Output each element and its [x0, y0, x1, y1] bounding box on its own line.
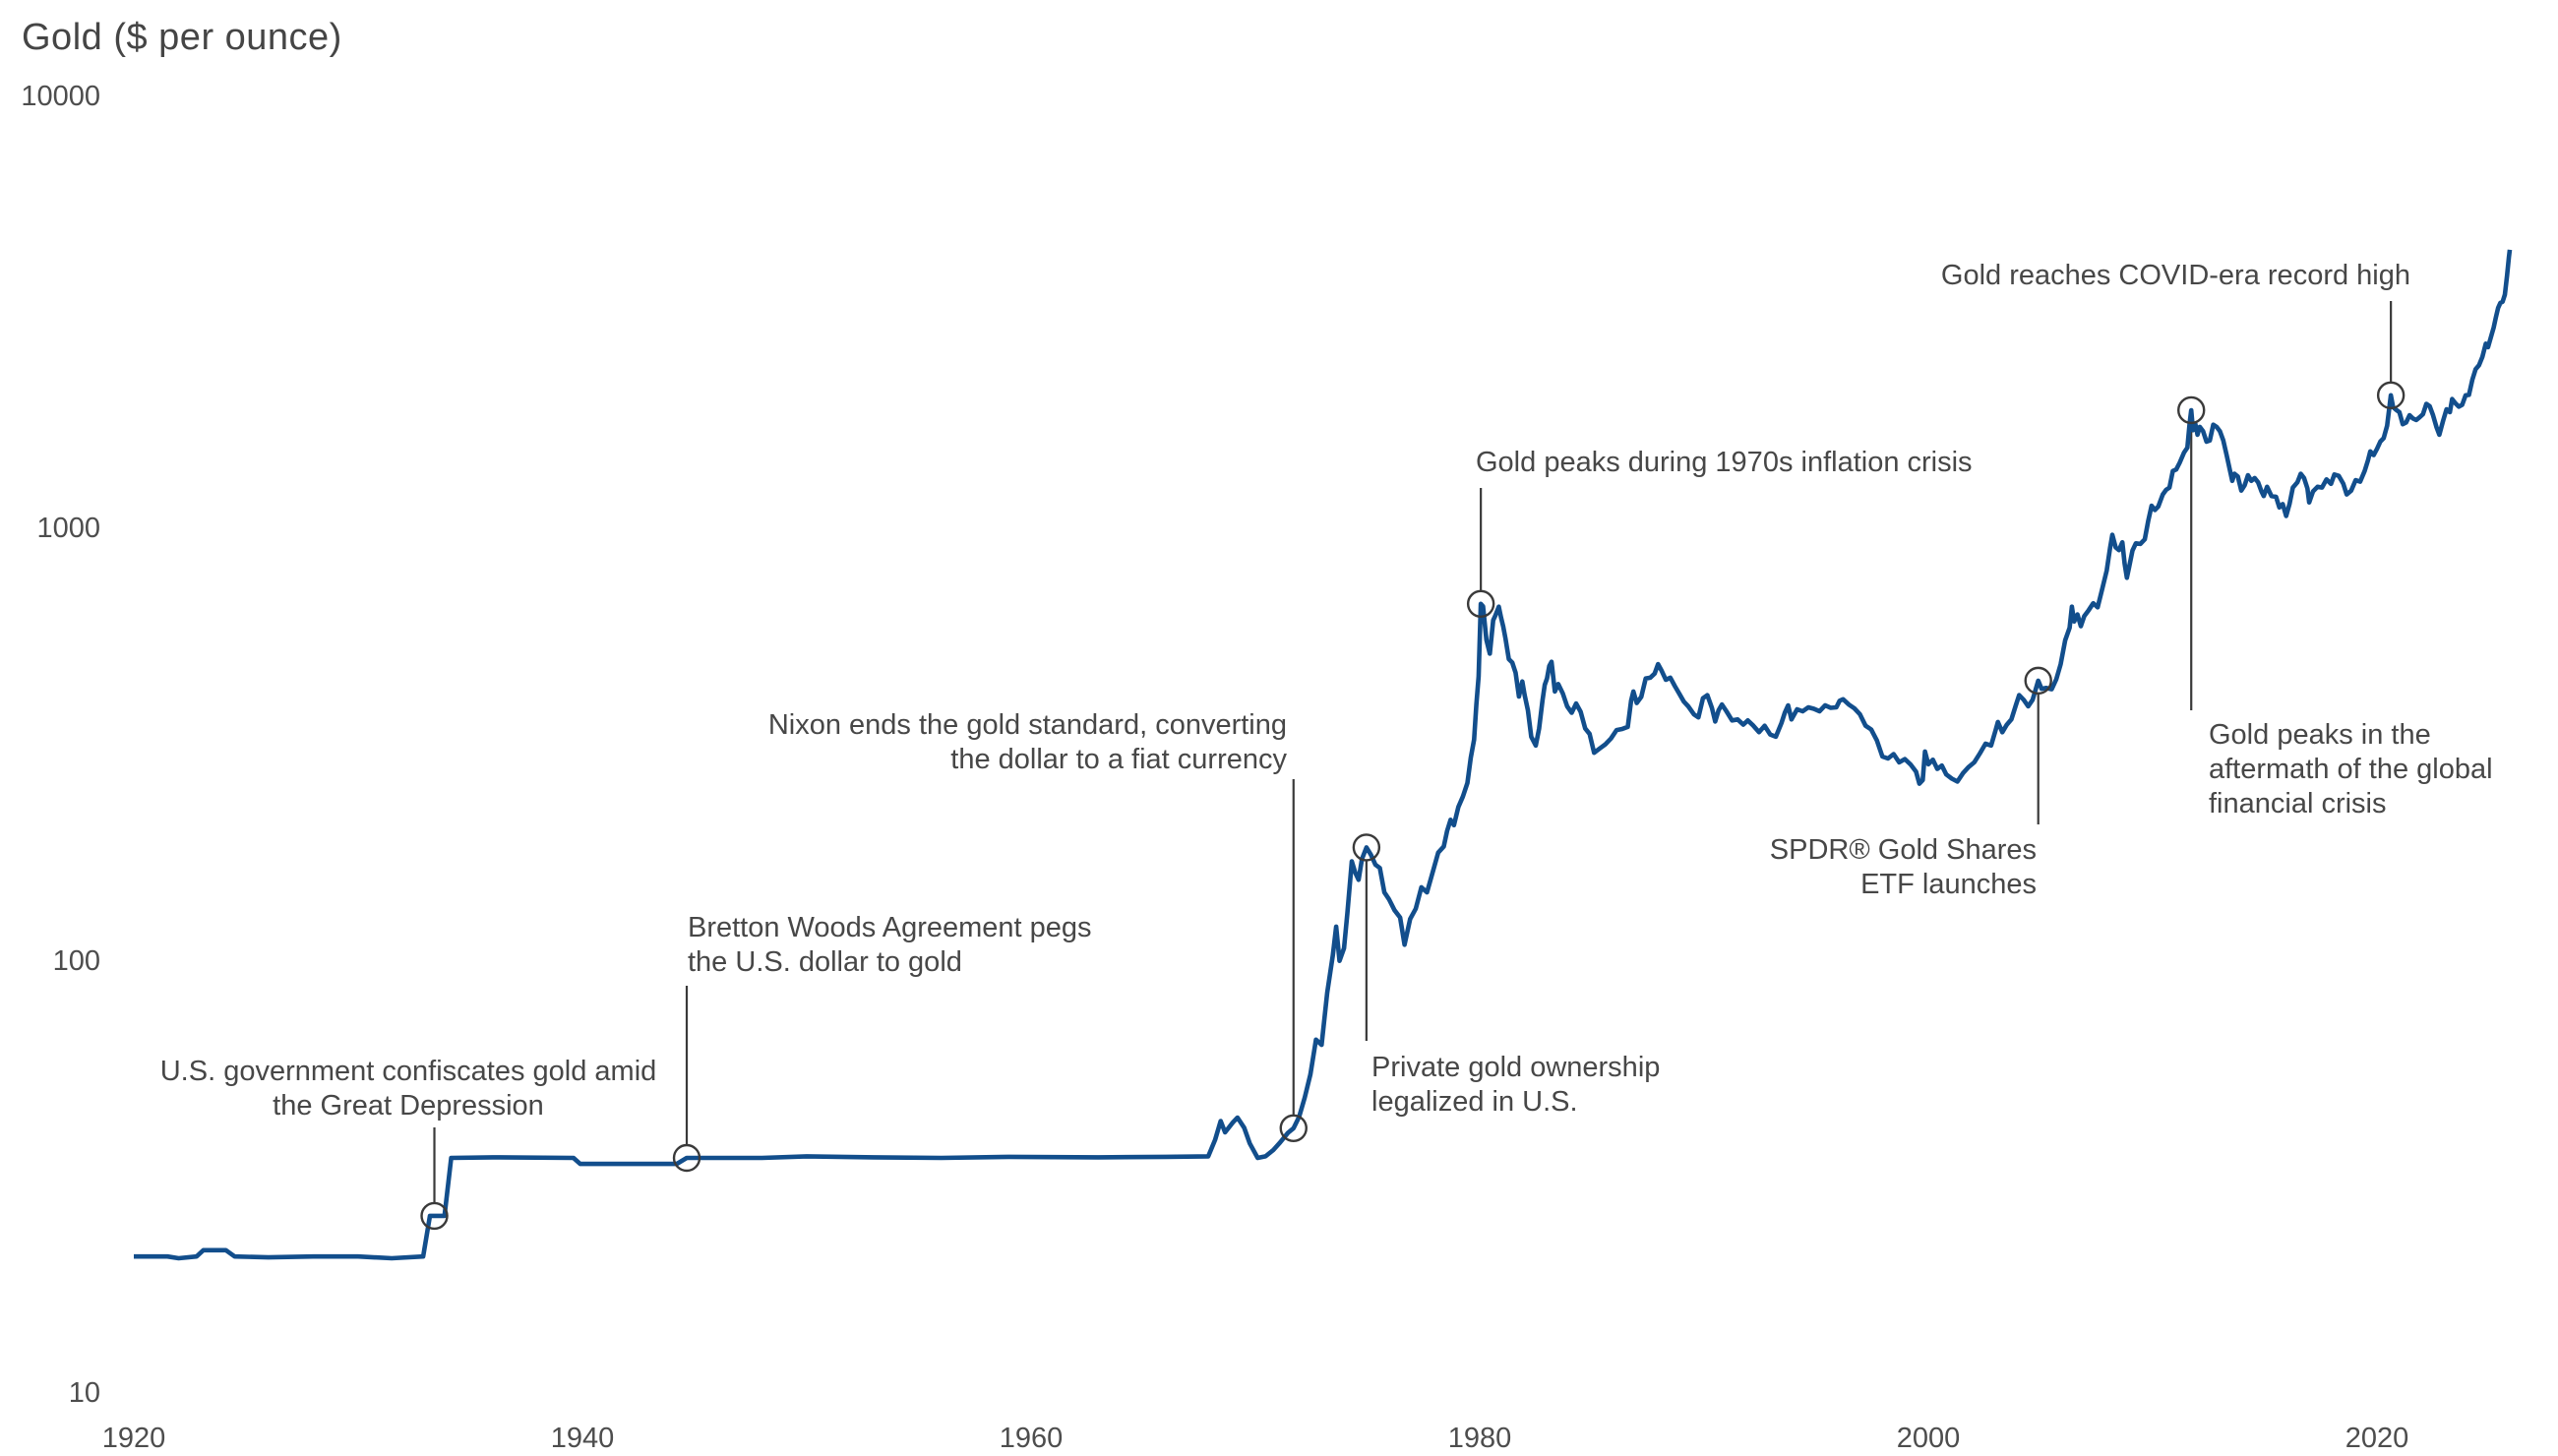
event-marker-private-ownership-1974 — [1352, 833, 1381, 862]
event-marker-spdr-etf-2004 — [2024, 666, 2052, 696]
event-markers — [420, 381, 2406, 1231]
annotation-covid-record-2020: Gold reaches COVID-era record high — [1940, 260, 2410, 291]
chart-title: Gold ($ per ounce) — [22, 17, 342, 58]
event-marker-covid-record-2020 — [2376, 381, 2406, 410]
y-tick-10000: 10000 — [21, 81, 100, 113]
annotation-bretton-woods-1944: Bretton Woods Agreement pegs the U.S. do… — [688, 912, 1092, 978]
annotation-private-ownership-1974: Private gold ownership legalized in U.S. — [1371, 1052, 1661, 1118]
y-tick-10: 10 — [68, 1377, 100, 1409]
leader-lines — [433, 301, 2393, 1203]
gold-price-line — [134, 249, 2513, 1261]
event-marker-inflation-peak-1980 — [1466, 589, 1495, 619]
annotation-inflation-peak-1980: Gold peaks during 1970s inflation crisis — [1476, 447, 1973, 478]
annotation-nixon-1971: Nixon ends the gold standard, converting… — [767, 709, 1287, 775]
x-tick-1920: 1920 — [101, 1423, 166, 1454]
x-tick-1980: 1980 — [1447, 1423, 1512, 1454]
x-tick-1960: 1960 — [999, 1423, 1064, 1454]
annotation-spdr-etf-2004: SPDR® Gold Shares ETF launches — [1769, 834, 2037, 900]
annotation-confiscation-1933: U.S. government confiscates gold amid th… — [159, 1056, 657, 1122]
y-tick-100: 100 — [52, 944, 100, 977]
event-marker-nixon-1971 — [1279, 1114, 1308, 1143]
x-tick-2000: 2000 — [1896, 1423, 1961, 1454]
x-tick-2020: 2020 — [2345, 1423, 2409, 1454]
event-marker-gfc-peak-2011 — [2177, 395, 2206, 425]
y-tick-1000: 1000 — [36, 513, 100, 545]
event-marker-bretton-woods-1944 — [672, 1143, 701, 1173]
x-tick-1940: 1940 — [550, 1423, 615, 1454]
event-marker-confiscation-1933 — [420, 1201, 449, 1231]
annotation-gfc-peak-2011: Gold peaks in the aftermath of the globa… — [2209, 719, 2493, 819]
